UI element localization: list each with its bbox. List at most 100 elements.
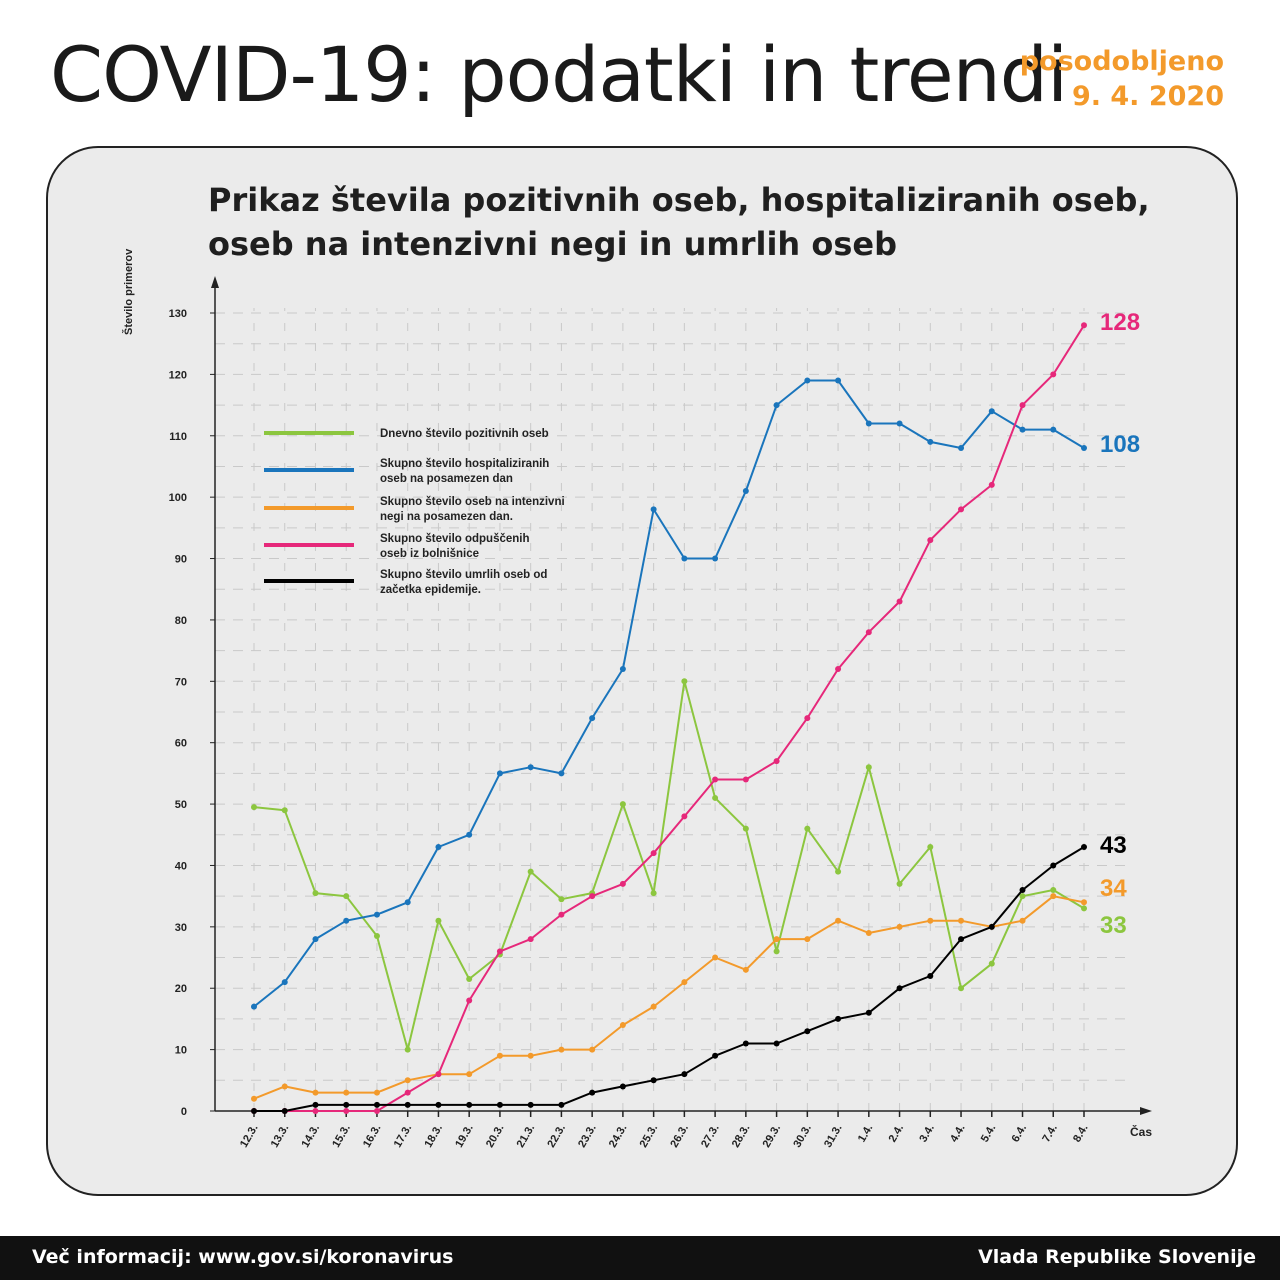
data-point xyxy=(1050,371,1057,378)
data-point xyxy=(958,445,965,452)
series-line-4 xyxy=(254,846,1085,1112)
x-tick-label: 19.3. xyxy=(453,1123,476,1150)
data-point xyxy=(1081,445,1087,452)
x-axis-label: Čas xyxy=(1130,1124,1152,1139)
data-point xyxy=(988,408,995,415)
data-point xyxy=(1081,322,1087,329)
x-tick-label: 17.3. xyxy=(392,1123,415,1150)
end-value-label: 128 xyxy=(1100,309,1140,336)
data-point xyxy=(281,979,288,986)
x-tick-label: 1.4. xyxy=(856,1123,876,1145)
data-point xyxy=(435,844,442,851)
y-tick-label: 100 xyxy=(169,492,187,504)
data-point xyxy=(773,936,780,943)
data-point xyxy=(435,1101,442,1108)
updated-date: 9. 4. 2020 xyxy=(1071,81,1224,112)
data-point xyxy=(466,997,473,1004)
data-point xyxy=(343,1089,350,1096)
data-point xyxy=(742,1040,749,1047)
data-point xyxy=(619,666,626,673)
data-point xyxy=(527,936,534,943)
data-point xyxy=(404,1077,411,1084)
x-tick-label: 7.4. xyxy=(1040,1123,1060,1145)
data-point xyxy=(373,1089,380,1096)
data-point xyxy=(312,1101,319,1108)
x-tick-label: 3.4. xyxy=(917,1123,937,1145)
data-point xyxy=(773,948,780,955)
data-point xyxy=(527,1101,534,1108)
data-point xyxy=(343,917,350,924)
x-tick-label: 27.3. xyxy=(699,1123,722,1150)
data-point xyxy=(496,770,503,777)
x-tick-label: 21.3. xyxy=(515,1123,538,1150)
data-point xyxy=(865,1009,872,1016)
data-point xyxy=(804,377,811,384)
data-point xyxy=(865,764,872,771)
data-point xyxy=(681,813,688,820)
data-point xyxy=(619,801,626,808)
series-line-3 xyxy=(254,324,1085,1112)
x-tick-label: 6.4. xyxy=(1010,1123,1030,1145)
x-tick-label: 31.3. xyxy=(822,1123,845,1150)
data-point xyxy=(835,868,842,875)
x-tick-label: 2.4. xyxy=(887,1123,907,1145)
x-tick-label: 28.3. xyxy=(730,1123,753,1150)
data-point xyxy=(1050,893,1057,900)
x-tick-label: 13.3. xyxy=(269,1123,292,1150)
data-point xyxy=(435,917,442,924)
series-line-0 xyxy=(253,680,1085,1051)
x-tick-label: 23.3. xyxy=(576,1123,599,1150)
legend-label: Skupno število odpuščenih xyxy=(380,533,530,545)
data-point xyxy=(373,1101,380,1108)
data-point xyxy=(865,420,872,427)
footer-bar: Več informacij: www.gov.si/koronavirus V… xyxy=(0,1236,1280,1280)
data-point xyxy=(312,936,319,943)
x-tick-label: 26.3. xyxy=(668,1123,691,1150)
data-point xyxy=(988,960,995,967)
data-point xyxy=(681,979,688,986)
data-point xyxy=(927,917,934,924)
data-point xyxy=(343,1101,350,1108)
data-point xyxy=(373,1108,380,1114)
y-tick-label: 0 xyxy=(181,1106,187,1118)
y-tick-label: 50 xyxy=(175,799,187,811)
y-tick-label: 60 xyxy=(175,738,187,750)
data-point xyxy=(1019,917,1026,924)
chart-card xyxy=(46,146,1238,1196)
y-tick-label: 120 xyxy=(169,369,187,381)
data-point xyxy=(681,555,688,562)
data-point xyxy=(681,1071,688,1078)
data-point xyxy=(650,1003,657,1010)
x-axis-arrow-icon xyxy=(1140,1107,1152,1115)
data-point xyxy=(1081,905,1087,912)
x-tick-label: 16.3. xyxy=(361,1123,384,1150)
legend-label: negi na posamezen dan. xyxy=(380,511,513,523)
legend-label: oseb iz bolnišnice xyxy=(380,548,479,560)
data-point xyxy=(712,954,719,961)
data-point xyxy=(896,420,903,427)
data-point xyxy=(404,1089,411,1096)
data-point xyxy=(927,537,934,544)
data-point xyxy=(712,1052,719,1059)
legend-label: Skupno število umrlih oseb od xyxy=(380,569,547,581)
data-point xyxy=(619,1022,626,1029)
y-tick-label: 110 xyxy=(169,431,187,443)
footer-info-link[interactable]: Več informacij: www.gov.si/koronavirus xyxy=(32,1246,454,1268)
y-tick-label: 130 xyxy=(169,308,187,320)
x-tick-label: 25.3. xyxy=(638,1123,661,1150)
data-point xyxy=(804,1028,811,1035)
x-tick-label: 30.3. xyxy=(791,1123,814,1150)
data-point xyxy=(619,1083,626,1090)
data-point xyxy=(496,948,503,955)
data-point xyxy=(404,1101,411,1108)
data-point xyxy=(865,629,872,636)
data-point xyxy=(681,678,688,685)
data-point xyxy=(1050,887,1057,894)
data-point xyxy=(1019,402,1026,409)
data-point xyxy=(865,929,872,936)
data-point xyxy=(466,976,473,983)
data-point xyxy=(1081,899,1087,906)
data-point xyxy=(896,923,903,930)
data-point xyxy=(773,402,780,409)
